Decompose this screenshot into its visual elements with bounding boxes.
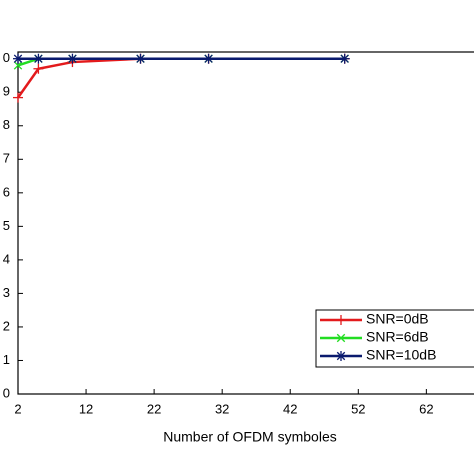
legend-marker bbox=[336, 315, 346, 325]
x-axis-title: Number of OFDM symboles bbox=[163, 429, 336, 445]
y-tick-label: 8 bbox=[3, 117, 10, 132]
marker-stroke bbox=[136, 54, 145, 63]
y-tick-label: 7 bbox=[3, 151, 10, 166]
plot-frame bbox=[17, 51, 474, 395]
marker-stroke bbox=[204, 54, 213, 63]
marker-stroke bbox=[68, 54, 77, 63]
marker-stroke bbox=[340, 54, 349, 63]
x-tick-label: 22 bbox=[147, 401, 161, 416]
legend-label: SNR=6dB bbox=[366, 329, 429, 345]
legend-marker bbox=[336, 333, 346, 343]
data-point bbox=[33, 63, 44, 74]
data-point bbox=[13, 53, 23, 64]
marker-stroke bbox=[34, 54, 43, 63]
data-point bbox=[135, 53, 146, 64]
marker-stroke bbox=[336, 333, 346, 343]
legend-label: SNR=0dB bbox=[366, 311, 429, 327]
y-tick-label: 9 bbox=[3, 84, 10, 99]
x-tick-label: 32 bbox=[215, 401, 229, 416]
marker-stroke bbox=[336, 351, 346, 361]
legend-marker bbox=[336, 351, 346, 361]
legend-label: SNR=10dB bbox=[366, 347, 436, 363]
x-tick-label: 42 bbox=[283, 401, 297, 416]
marker-stroke bbox=[13, 61, 23, 70]
series-line bbox=[16, 57, 345, 99]
y-tick-label: 0 bbox=[3, 385, 10, 400]
data-point bbox=[203, 53, 214, 64]
x-tick-label: 12 bbox=[79, 401, 93, 416]
data-point bbox=[339, 53, 350, 64]
data-point bbox=[13, 92, 23, 103]
marker-stroke bbox=[13, 54, 23, 63]
y-tick-label: 2 bbox=[3, 318, 10, 333]
y-tick-label: 4 bbox=[3, 251, 10, 266]
data-point bbox=[13, 61, 23, 70]
y-tick-label: 6 bbox=[3, 184, 10, 199]
x-tick-label: 2 bbox=[14, 401, 21, 416]
y-tick-label: 0 bbox=[3, 50, 10, 65]
data-point bbox=[33, 53, 44, 64]
y-tick-label: 1 bbox=[3, 352, 10, 367]
y-tick-label: 5 bbox=[3, 218, 10, 233]
x-tick-label: 62 bbox=[419, 401, 433, 416]
y-tick-label: 3 bbox=[3, 285, 10, 300]
data-point bbox=[67, 53, 78, 64]
x-tick-label: 52 bbox=[351, 401, 365, 416]
